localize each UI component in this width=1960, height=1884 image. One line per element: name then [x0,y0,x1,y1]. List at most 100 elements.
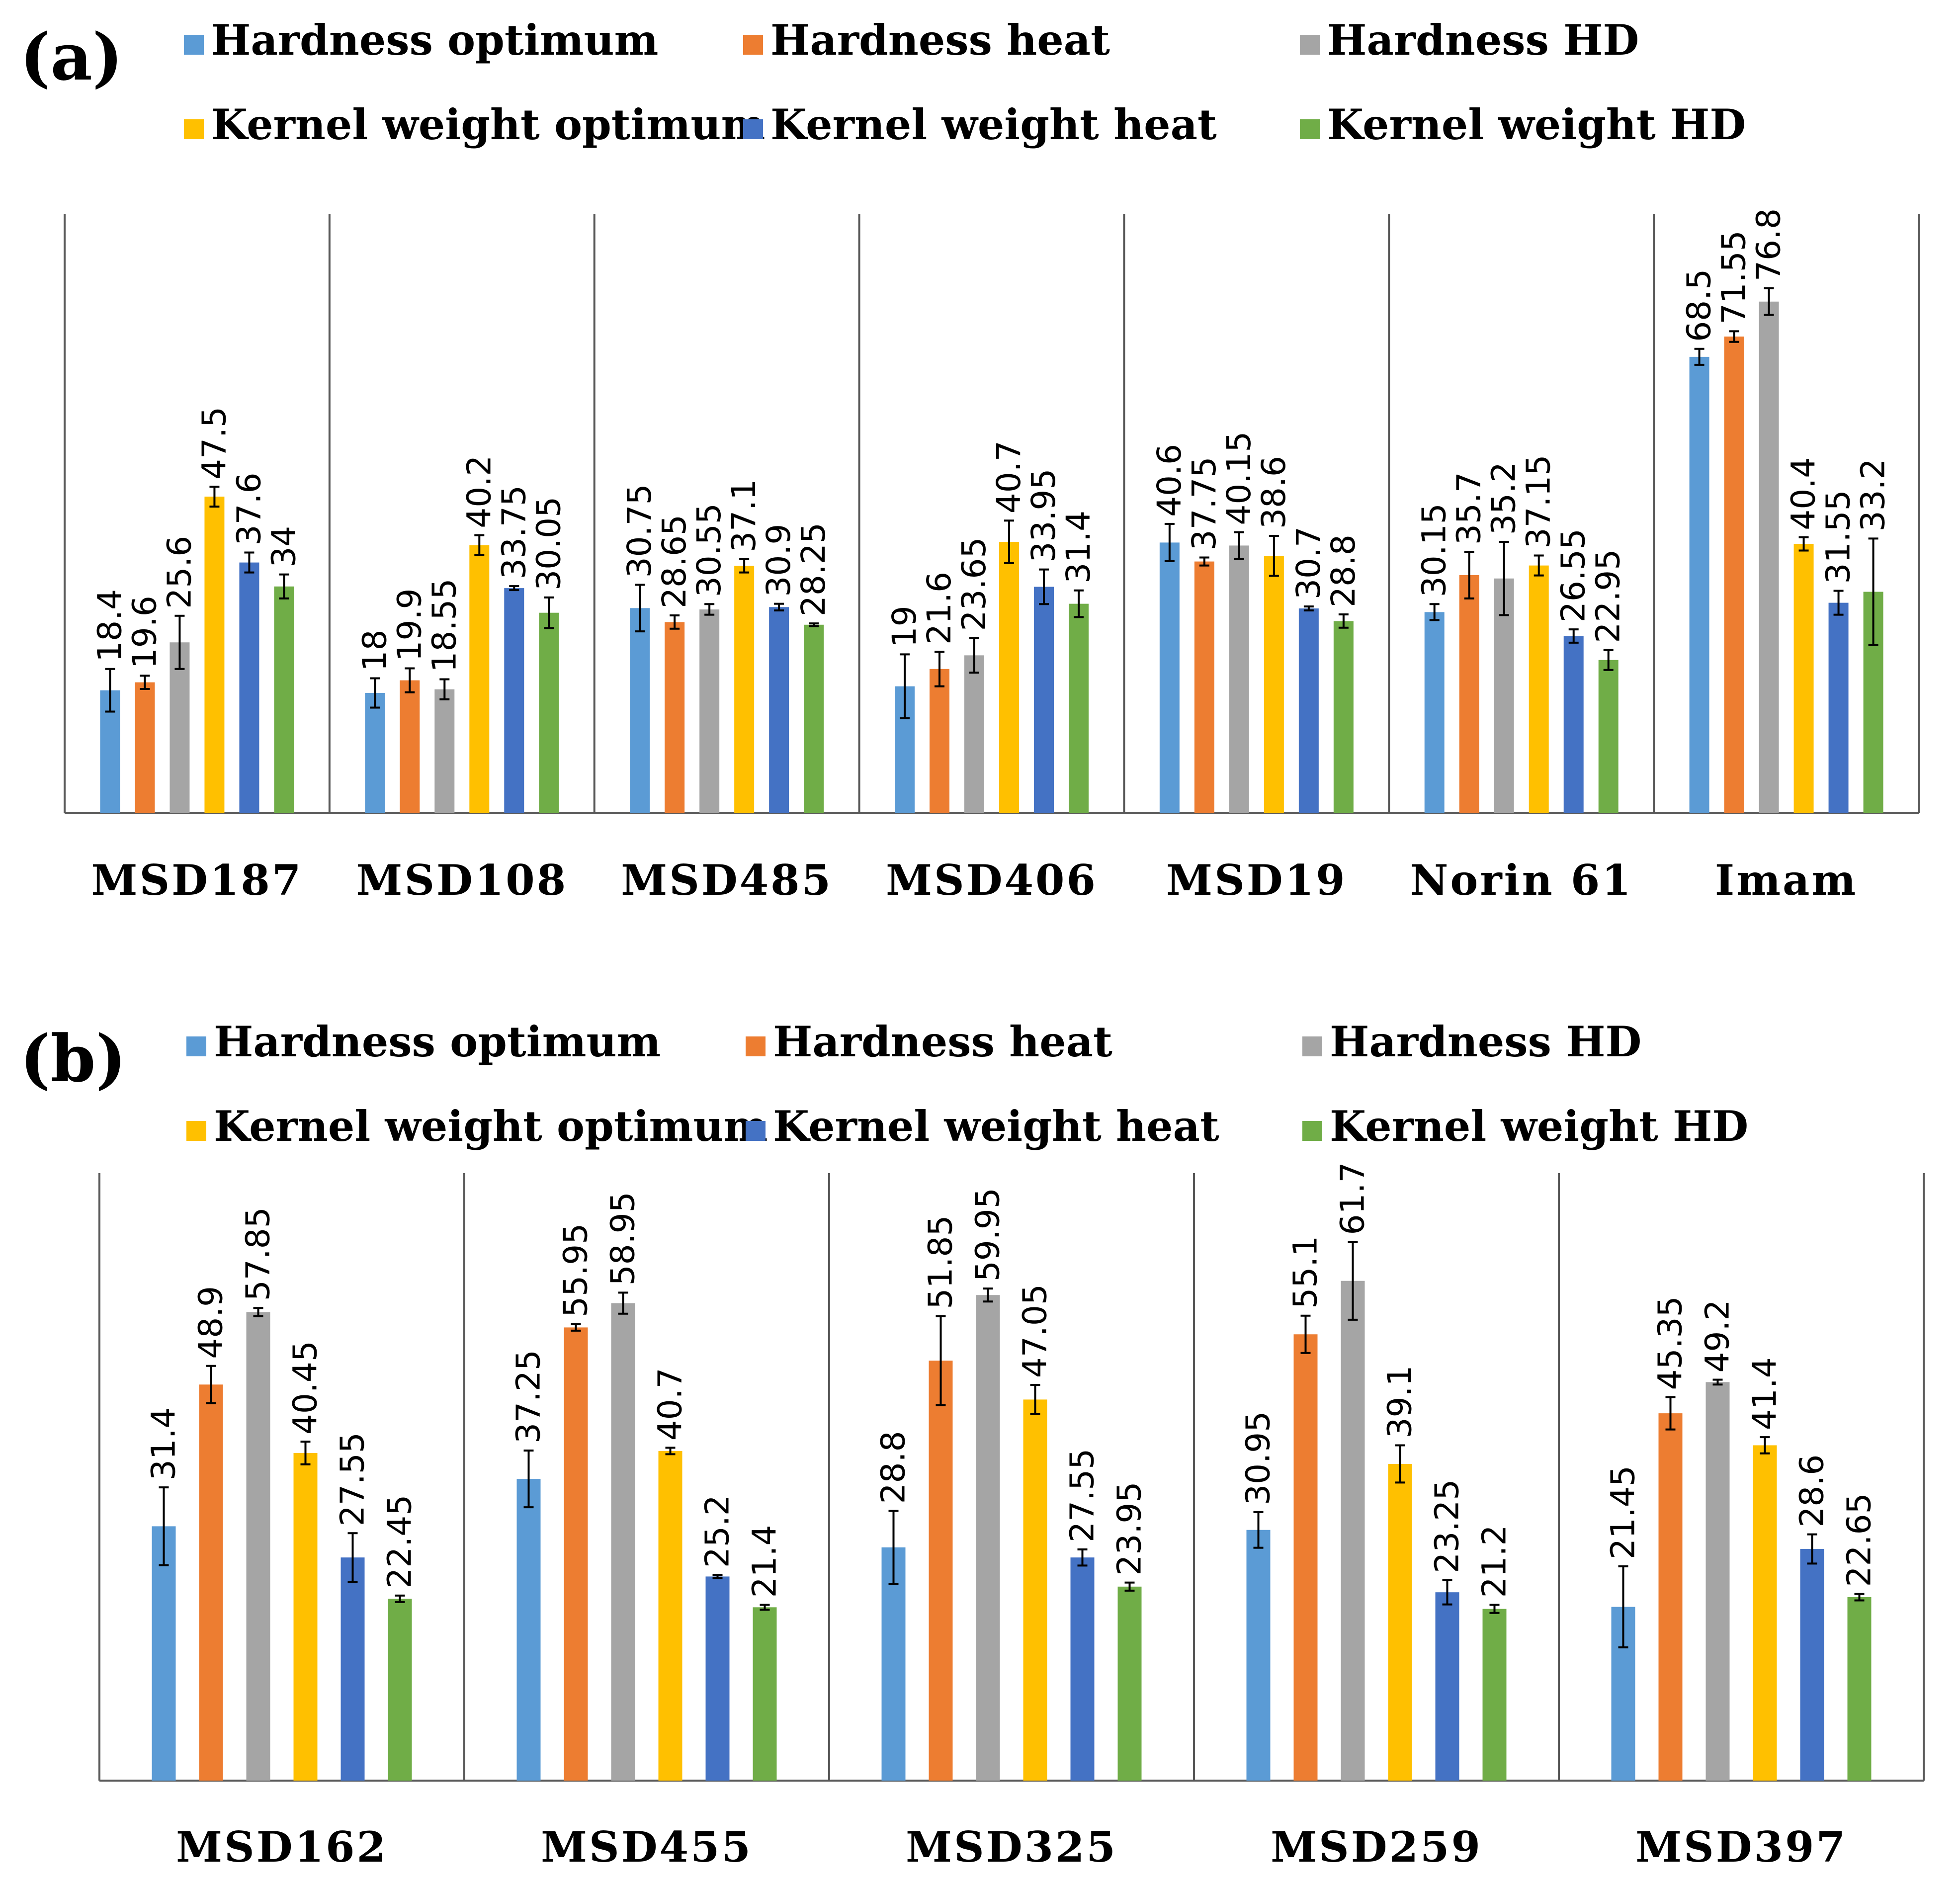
value-label: 28.65 [655,514,693,608]
value-label: 25.6 [160,536,198,609]
error-bar [704,603,715,616]
value-label: 41.4 [1746,1357,1784,1430]
legend-label-hardness-hd: Hardness HD [1330,1017,1641,1066]
error-bar [571,1323,581,1332]
error-bar [544,596,554,629]
legend-label-kernel-weight-heat: Kernel weight heat [773,1102,1219,1151]
bar-kernel-weight-heat [705,1576,730,1781]
value-label: 23.95 [1110,1482,1149,1576]
bar-hardness-hd [1341,1281,1365,1781]
error-bar [1395,1444,1405,1484]
legend-swatch-hardness-heat [743,35,763,55]
value-label: 30.95 [1239,1411,1278,1505]
value-label: 37.6 [230,473,268,546]
category-label: MSD162 [176,1822,388,1872]
bar-kernel-weight-heat [1298,608,1319,813]
value-label: 30.15 [1415,503,1453,597]
value-label: 22.65 [1840,1493,1878,1587]
category-label: MSD19 [1166,856,1347,905]
value-label: 31.4 [1059,511,1098,584]
error-bar [1348,1241,1358,1321]
value-label: 19.6 [125,596,164,669]
chart-a: MSD187 18.419.625.6 47.537.634 MSD108 1819.9… [64,208,1920,905]
value-label: 40.7 [990,440,1028,514]
value-label: 23.65 [955,537,993,631]
error-bar [140,675,150,690]
bar-hardness-heat [1194,561,1214,813]
error-bar [1077,1548,1088,1567]
bar-kernel-weight-optimum [1529,565,1549,813]
error-bar [1833,590,1844,616]
legend-swatch-hardness-heat [746,1036,766,1056]
value-label: 51.85 [922,1215,960,1309]
bar-hardness-hd [1705,1382,1730,1781]
bar-hardness-heat [1658,1413,1683,1781]
value-label: 61.7 [1334,1162,1372,1235]
chart-b: MSD16231.448.957.8540.4527.5522.45MSD455… [98,1162,1925,1872]
value-label: 40.6 [1150,444,1189,517]
category-group-msd397: MSD397 21.45 45.35 49.241.428.622.65 [1604,1296,1878,1872]
bar-kernel-weight-optimum [658,1451,682,1781]
value-label: 35.2 [1485,462,1523,535]
error-bar [935,650,944,687]
legend-label-kernel-weight-heat: Kernel weight heat [770,100,1217,149]
value-label: 33.75 [495,485,533,579]
category-group-msd187: MSD187 18.419.625.6 47.537.634 [90,407,303,905]
bar-hardness-optimum [516,1479,541,1781]
error-bar [1124,1581,1135,1592]
error-bar [983,1287,993,1303]
value-label: 58.95 [604,1192,642,1285]
error-bar [936,1315,946,1406]
error-bar [1764,287,1774,316]
panel-b: (b) Hardness optimum Hardness heat Hardnes… [20,1017,1925,1872]
value-label: 30.9 [760,524,798,597]
category-label: MSD259 [1271,1822,1482,1872]
value-label: 35.7 [1450,472,1488,545]
value-label: 21.6 [920,572,958,645]
value-label: 28.6 [1793,1455,1831,1528]
value-label: 40.7 [651,1368,689,1441]
bar-kernel-weight-heat [769,607,789,813]
value-label: 47.05 [1016,1284,1054,1378]
legend-item-hardness-hd: Hardness HD [1302,1017,1641,1066]
error-bar [1253,1511,1264,1549]
legend-item-kernel-weight-hd: Kernel weight HD [1300,100,1746,149]
error-bar [1442,1579,1452,1606]
error-bar [1164,522,1175,562]
legend-swatch-hardness-optimum [186,1036,206,1056]
bar-kernel-weight-optimum [734,566,755,813]
bar-kernel-weight-optimum [1023,1399,1047,1781]
bar-hardness-optimum [1246,1530,1271,1781]
bar-hardness-hd [1229,545,1249,813]
value-label: 68.5 [1680,269,1718,342]
value-label: 27.55 [1063,1449,1102,1542]
legend-swatch-kernel-weight-hd [1302,1121,1322,1141]
legend-swatch-kernel-weight-optimum [184,119,204,139]
value-label: 21.4 [746,1525,784,1598]
category-label: Norin 61 [1410,856,1633,905]
value-label: 38.6 [1255,456,1293,529]
bar-kernel-weight-heat [1435,1592,1459,1781]
value-label: 37.1 [725,479,763,552]
bar-hardness-optimum [630,608,650,813]
value-label: 33.95 [1024,469,1063,563]
value-label: 48.9 [192,1286,230,1359]
error-bar [739,558,750,574]
bar-hardness-optimum [881,1547,906,1781]
panel-b-label: (b) [20,1021,126,1097]
error-bar [1303,605,1314,611]
bar-kernel-weight-hd [1847,1597,1872,1781]
legend-label-hardness-hd: Hardness HD [1327,15,1639,65]
bar-kernel-weight-hd [804,624,824,813]
bar-kernel-weight-optimum [204,497,225,813]
category-label: Imam [1715,856,1858,905]
error-bar [665,1447,676,1456]
error-bar [1199,556,1209,567]
legend-swatch-hardness-optimum [184,35,204,55]
error-bar [1694,347,1704,366]
error-bar [1464,551,1474,599]
error-bar [347,1532,358,1583]
